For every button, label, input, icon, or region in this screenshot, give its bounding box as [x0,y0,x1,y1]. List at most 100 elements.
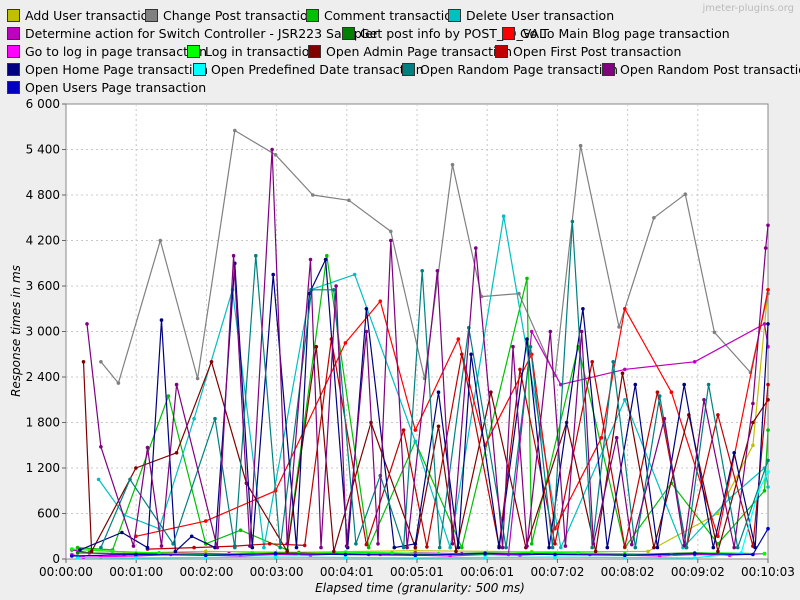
data-point [364,542,369,547]
legend-item: Open Users Page transaction [7,78,206,96]
data-point [99,445,103,449]
x-axis-ticks: 00:00:00 00:01:00 00:02:00 00:03:00 00:04:01… [39,559,795,579]
data-point [605,545,610,550]
data-point [766,428,770,432]
data-point [501,214,506,218]
data-point [655,390,660,395]
data-point [762,322,767,326]
data-point [712,330,717,335]
data-point [209,360,214,364]
x-axis-label: Elapsed time (granularity: 500 ms) [315,581,525,595]
data-point [623,553,627,557]
data-point [85,322,89,326]
series-line [71,528,769,557]
data-point [456,337,461,341]
series-15 [70,526,770,558]
data-point [99,360,103,364]
legend-label: Open Admin Page transaction [326,43,513,59]
data-point [159,318,164,322]
data-point [620,371,625,376]
data-point [437,545,442,550]
data-point [134,466,138,470]
legend-item: Go to log in page transaction [7,42,207,60]
data-point [215,545,220,550]
data-point [166,394,171,398]
legend-item: Open Home Page transaction [7,60,208,78]
data-point [343,555,348,560]
data-point [389,229,393,234]
x-tick-label: 00:01:00 [109,565,163,579]
y-tick-label: 600 [37,507,60,521]
series-line [77,255,769,551]
data-point [529,329,534,334]
legend-label: Log in transaction [205,43,318,59]
data-point [652,216,656,220]
data-point [273,153,278,157]
data-point [401,428,406,432]
legend-label: Open Users Page transaction [25,79,207,95]
data-point [706,382,711,387]
data-point [633,382,638,387]
data-point [376,542,380,546]
data-point [529,550,534,554]
data-point [436,390,441,395]
data-point [692,360,697,364]
data-point [448,554,453,558]
data-point [456,545,461,550]
data-point [314,344,319,349]
legend-label: Open Random Post transaction [620,61,800,77]
data-point [716,534,720,539]
data-point [157,551,161,555]
data-point [500,545,505,550]
legend-swatch [7,26,20,40]
data-point [762,489,767,493]
data-point [364,307,369,311]
data-point [213,416,217,421]
data-point [590,360,594,364]
data-point [489,390,493,395]
data-point [302,543,307,548]
data-point [173,549,178,554]
data-point [231,253,236,258]
data-point [364,329,369,334]
data-point [766,288,770,292]
data-point [145,445,150,450]
y-tick-label: 1 800 [26,416,60,430]
legend-item: Add User transaction [7,6,156,24]
y-tick-label: 3 600 [26,279,60,293]
legend-swatch [602,62,615,76]
data-point [273,555,278,559]
legend-label: Determine action for Switch Controller -… [25,25,379,41]
data-point [233,128,237,133]
legend-label: Open Predefined Date transaction [211,61,424,77]
data-point [436,424,441,429]
data-point [392,545,397,550]
data-point [159,544,164,548]
series-3 [96,214,770,550]
data-point [189,534,194,539]
data-point [366,545,371,550]
data-point [525,544,529,548]
data-point [766,485,770,489]
legend-label: Add User transaction [25,7,157,23]
data-point [735,545,740,550]
data-point [553,552,557,557]
data-point [684,545,689,550]
data-point [75,545,80,550]
data-point [570,219,575,224]
legend-swatch [502,26,515,40]
data-point [278,545,283,550]
data-point [469,352,473,357]
data-point [413,545,418,550]
data-point [271,272,276,277]
legend-item: Open Predefined Date transaction [193,60,424,78]
data-point [413,556,418,560]
data-point [762,551,767,556]
data-point [203,519,208,523]
data-point [751,552,755,557]
data-point [702,398,706,402]
data-point [669,390,674,395]
legend-label: Delete User transaction [466,7,615,23]
legend-label: Open Home Page transaction [25,61,209,77]
